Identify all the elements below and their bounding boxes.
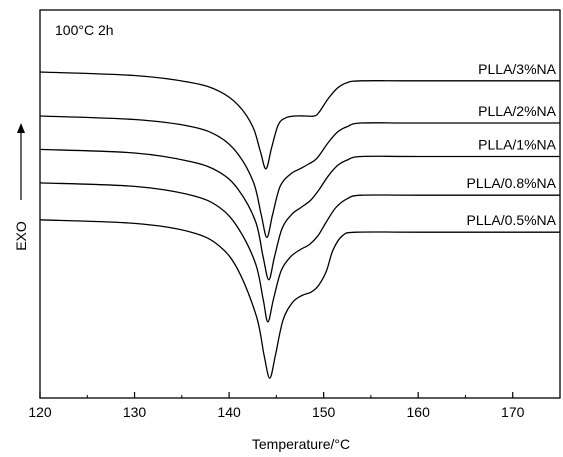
x-tick-label: 150 xyxy=(312,404,336,420)
x-tick-label: 140 xyxy=(217,404,241,420)
y-axis-label: EXO xyxy=(13,221,29,251)
series-label: PLLA/0.5%NA xyxy=(467,212,557,228)
plot-frame xyxy=(39,9,561,399)
series-curve xyxy=(39,148,560,281)
series-label: PLLA/3%NA xyxy=(478,61,556,77)
x-tick-label: 160 xyxy=(407,404,431,420)
exo-arrow xyxy=(17,123,25,200)
series-label: PLLA/2%NA xyxy=(478,103,556,119)
x-tick-label: 130 xyxy=(123,404,147,420)
x-tick-label: 120 xyxy=(28,404,52,420)
series-curve xyxy=(39,115,560,239)
annotation-text: 100°C 2h xyxy=(55,22,114,38)
x-ticks xyxy=(39,392,514,398)
series-label: PLLA/0.8%NA xyxy=(467,175,557,191)
series-curve xyxy=(39,182,560,323)
series-curve xyxy=(39,219,561,379)
x-axis-label: Temperature/°C xyxy=(252,436,350,452)
curves xyxy=(39,71,561,379)
series-curve xyxy=(39,71,560,170)
x-tick-label: 170 xyxy=(501,404,525,420)
series-label: PLLA/1%NA xyxy=(478,136,556,152)
series-labels: PLLA/3%NA PLLA/2%NA PLLA/1%NA PLLA/0.8%NA PL… xyxy=(467,61,557,228)
x-tick-labels: 120 130 140 150 160 170 xyxy=(28,404,524,420)
